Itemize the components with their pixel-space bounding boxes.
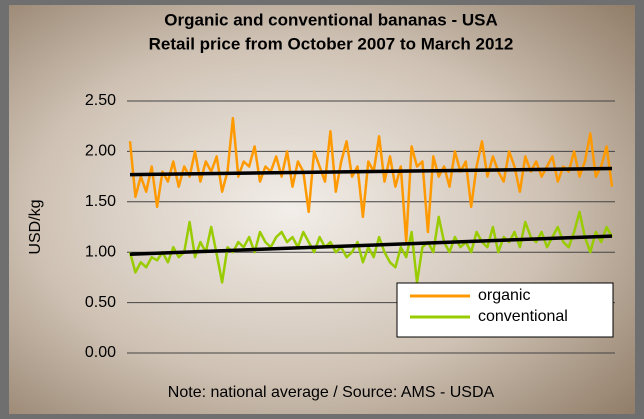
legend-label: organic [478,287,530,304]
y-tick-label: 2.00 [85,143,116,160]
chart-title: Organic and conventional bananas - USA [164,10,497,29]
background [9,5,635,414]
y-tick-label: 2.50 [85,92,116,109]
y-tick-label: 0.00 [85,344,116,361]
y-tick-label: 1.00 [85,243,116,260]
chart-subtitle: Retail price from October 2007 to March … [149,34,514,53]
legend-label: conventional [478,308,568,325]
y-tick-label: 0.50 [85,294,116,311]
y-tick-label: 1.50 [85,193,116,210]
trend-line [129,234,613,256]
y-axis-label: USD/kg [27,199,44,254]
trend-line [129,166,613,177]
legend-box [396,282,614,338]
note: Note: national average / Source: AMS - U… [168,384,495,401]
